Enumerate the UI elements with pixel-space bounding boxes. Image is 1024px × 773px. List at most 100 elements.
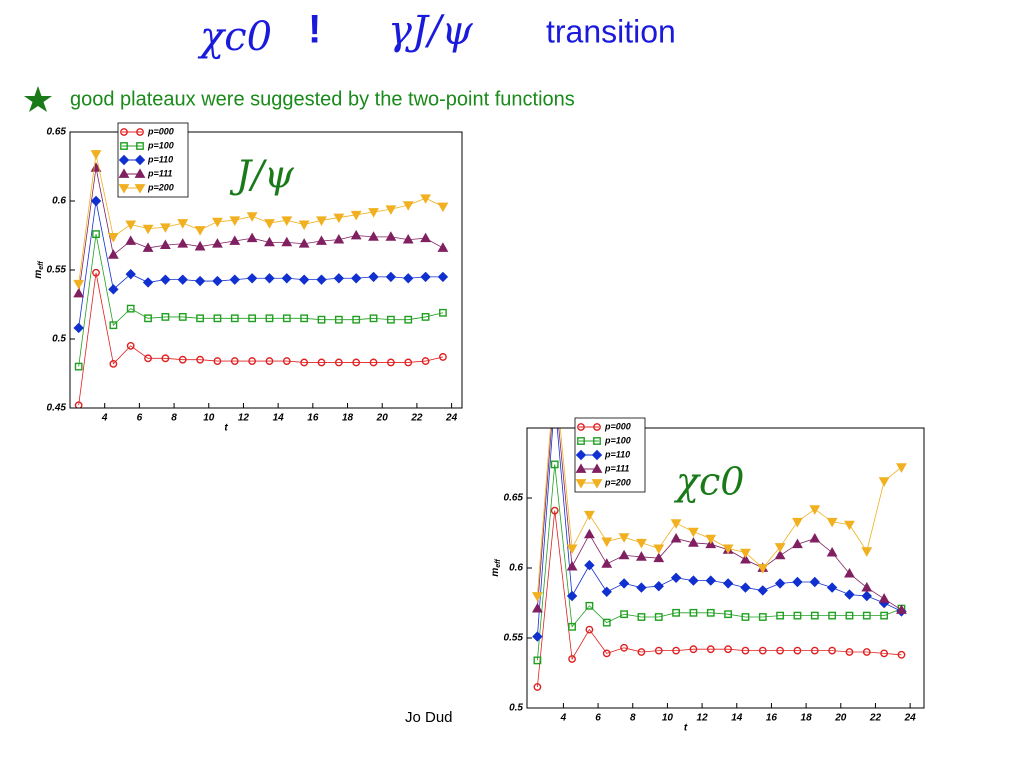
marker <box>264 236 275 247</box>
marker <box>724 610 733 619</box>
marker <box>533 683 542 691</box>
x-tick-label: 8 <box>171 413 177 424</box>
marker <box>404 315 413 324</box>
marker <box>282 357 291 365</box>
marker <box>878 593 890 603</box>
marker <box>774 578 786 589</box>
x-tick-label: 14 <box>731 713 743 724</box>
marker <box>92 268 100 277</box>
x-tick-label: 18 <box>342 413 354 424</box>
x-tick-label: 4 <box>560 713 567 724</box>
marker <box>774 549 786 560</box>
y-axis-label: meff <box>33 261 45 279</box>
marker <box>420 232 431 243</box>
y-axis-label: meff <box>490 559 502 577</box>
marker <box>620 610 628 619</box>
marker <box>793 646 802 655</box>
title-part: γJ/ψ <box>388 8 473 54</box>
marker <box>281 236 293 247</box>
marker <box>689 645 698 654</box>
marker <box>73 322 84 334</box>
marker <box>178 355 187 364</box>
marker <box>213 357 222 365</box>
marker <box>826 546 838 557</box>
x-tick-label: 8 <box>630 713 636 724</box>
series-line <box>78 272 444 406</box>
marker <box>90 195 102 207</box>
marker <box>705 534 717 545</box>
marker <box>809 505 821 515</box>
marker <box>125 220 137 231</box>
y-tick-label: 0.6 <box>509 563 523 574</box>
marker <box>160 274 171 285</box>
marker <box>618 549 630 560</box>
marker <box>826 517 838 528</box>
marker <box>230 357 239 365</box>
marker <box>229 274 240 285</box>
marker <box>653 552 665 563</box>
marker <box>575 463 587 473</box>
marker <box>317 315 326 324</box>
series-line <box>78 234 444 367</box>
y-tick-label: 0.6 <box>52 196 66 207</box>
chart-annotation: J/ψ <box>229 153 295 197</box>
marker <box>706 608 715 617</box>
legend-label: p=100 <box>147 140 174 150</box>
marker <box>828 646 837 655</box>
marker <box>551 369 559 376</box>
marker <box>758 613 767 621</box>
marker <box>134 184 146 194</box>
marker <box>120 142 128 150</box>
marker <box>566 544 578 555</box>
marker <box>774 543 786 553</box>
marker <box>637 648 646 656</box>
marker <box>593 437 601 445</box>
marker <box>109 359 118 368</box>
marker <box>177 238 189 248</box>
marker <box>577 437 585 445</box>
marker <box>577 423 585 431</box>
marker <box>316 235 327 245</box>
y-axis-label-sub: eff <box>38 261 45 270</box>
marker <box>350 229 362 240</box>
marker <box>897 650 906 659</box>
marker <box>861 581 873 592</box>
marker <box>196 314 204 323</box>
x-tick-label: 20 <box>376 413 389 424</box>
marker <box>672 646 680 655</box>
marker <box>300 358 309 367</box>
marker <box>670 519 682 529</box>
marker <box>437 271 449 283</box>
legend-label: p=110 <box>604 449 630 459</box>
marker <box>724 645 733 654</box>
marker <box>689 608 698 617</box>
x-tick-label: 14 <box>273 413 285 424</box>
legend-label: p=000 <box>604 421 631 431</box>
marker <box>844 567 855 578</box>
marker <box>809 576 820 588</box>
marker <box>688 527 699 538</box>
x-axis-label: t <box>224 423 228 434</box>
marker <box>705 575 716 586</box>
x-tick-label: 10 <box>203 413 215 424</box>
marker <box>575 479 587 489</box>
marker <box>591 463 603 473</box>
marker <box>654 613 663 621</box>
marker <box>229 235 241 245</box>
marker <box>107 232 119 243</box>
marker <box>591 449 603 461</box>
marker <box>369 358 378 367</box>
bullet-text: good plateaux were suggested by the two-… <box>70 88 575 110</box>
marker <box>618 533 630 543</box>
marker <box>439 353 447 361</box>
marker <box>352 358 361 367</box>
marker <box>385 271 397 283</box>
marker <box>161 354 170 363</box>
y-tick-label: 0.65 <box>47 127 67 138</box>
marker <box>568 655 576 663</box>
marker <box>109 321 118 330</box>
y-tick-label: 0.65 <box>504 493 524 504</box>
marker <box>533 656 542 665</box>
marker <box>368 271 379 283</box>
marker <box>809 532 821 543</box>
